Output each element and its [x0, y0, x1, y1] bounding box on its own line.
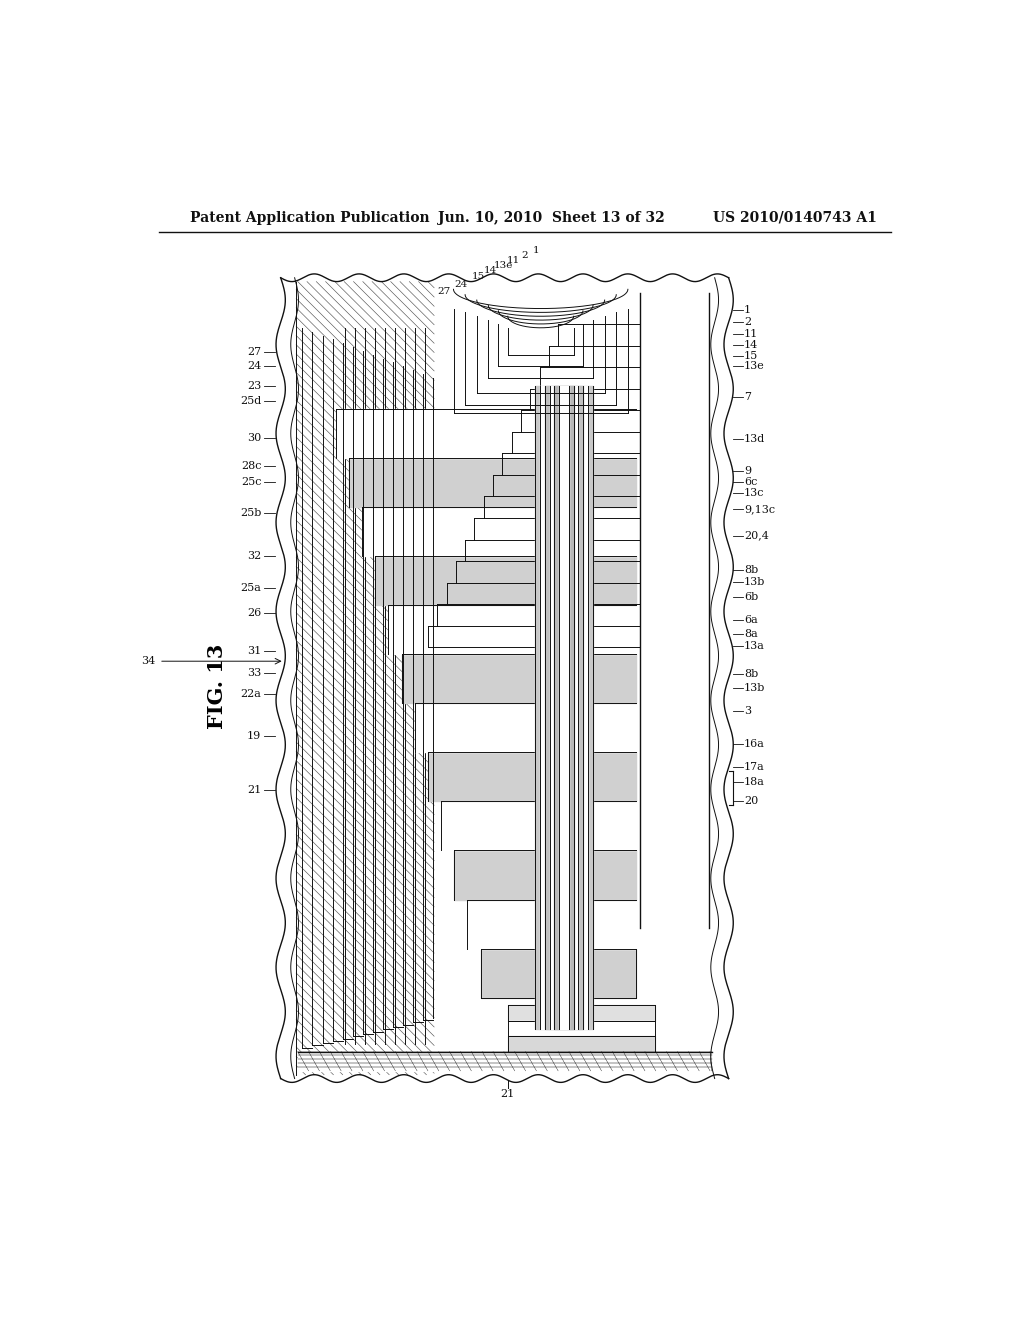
Text: 9,13c: 9,13c [744, 504, 775, 513]
Text: 28c: 28c [241, 462, 261, 471]
Text: 11: 11 [507, 256, 520, 264]
Text: 6b: 6b [744, 593, 759, 602]
Text: 21: 21 [501, 1089, 515, 1100]
Text: Jun. 10, 2010  Sheet 13 of 32: Jun. 10, 2010 Sheet 13 of 32 [438, 211, 665, 224]
Text: FIG. 13: FIG. 13 [207, 643, 227, 729]
Text: 27: 27 [247, 347, 261, 358]
Text: 14: 14 [483, 267, 497, 276]
Text: 13d: 13d [744, 434, 765, 445]
Text: 8b: 8b [744, 565, 759, 576]
Text: 14: 14 [744, 339, 759, 350]
Text: 13b: 13b [744, 577, 766, 587]
Text: 7: 7 [744, 392, 752, 403]
Text: 2: 2 [521, 251, 528, 260]
Text: 16a: 16a [744, 739, 765, 748]
Text: 1: 1 [534, 246, 540, 255]
Text: 13a: 13a [744, 640, 765, 651]
Text: 17a: 17a [744, 762, 765, 772]
Text: 23: 23 [247, 380, 261, 391]
Text: 15: 15 [472, 272, 485, 281]
Text: 27: 27 [437, 288, 451, 296]
Text: 25a: 25a [241, 583, 261, 593]
Text: 15: 15 [744, 351, 759, 360]
Text: 6a: 6a [744, 615, 758, 626]
Text: 6c: 6c [744, 477, 758, 487]
Text: 30: 30 [247, 433, 261, 444]
Text: 34: 34 [141, 656, 155, 667]
Text: 21: 21 [247, 785, 261, 795]
Text: 13b: 13b [744, 684, 766, 693]
Text: 8a: 8a [744, 630, 758, 639]
Text: 26: 26 [247, 607, 261, 618]
Text: 3: 3 [744, 706, 752, 717]
Text: 25b: 25b [240, 508, 261, 517]
Text: 13e: 13e [744, 362, 765, 371]
Text: Patent Application Publication: Patent Application Publication [190, 211, 430, 224]
Text: 20: 20 [744, 796, 759, 807]
Text: 25c: 25c [241, 477, 261, 487]
Text: 2: 2 [744, 317, 752, 327]
Text: 19: 19 [247, 731, 261, 741]
Text: 33: 33 [247, 668, 261, 677]
Text: 20,4: 20,4 [744, 531, 769, 541]
Text: US 2010/0140743 A1: US 2010/0140743 A1 [713, 211, 877, 224]
Text: 32: 32 [247, 552, 261, 561]
Text: 9: 9 [744, 466, 752, 477]
Text: 11: 11 [744, 329, 759, 339]
Text: 8b: 8b [744, 669, 759, 680]
Text: 31: 31 [247, 647, 261, 656]
Text: 13e: 13e [494, 261, 513, 271]
Text: 24: 24 [455, 280, 468, 289]
Text: 13c: 13c [744, 488, 765, 499]
Text: 25d: 25d [240, 396, 261, 407]
Text: 18a: 18a [744, 777, 765, 787]
Text: 1: 1 [744, 305, 752, 315]
Text: 22a: 22a [241, 689, 261, 698]
Text: 24: 24 [247, 362, 261, 371]
